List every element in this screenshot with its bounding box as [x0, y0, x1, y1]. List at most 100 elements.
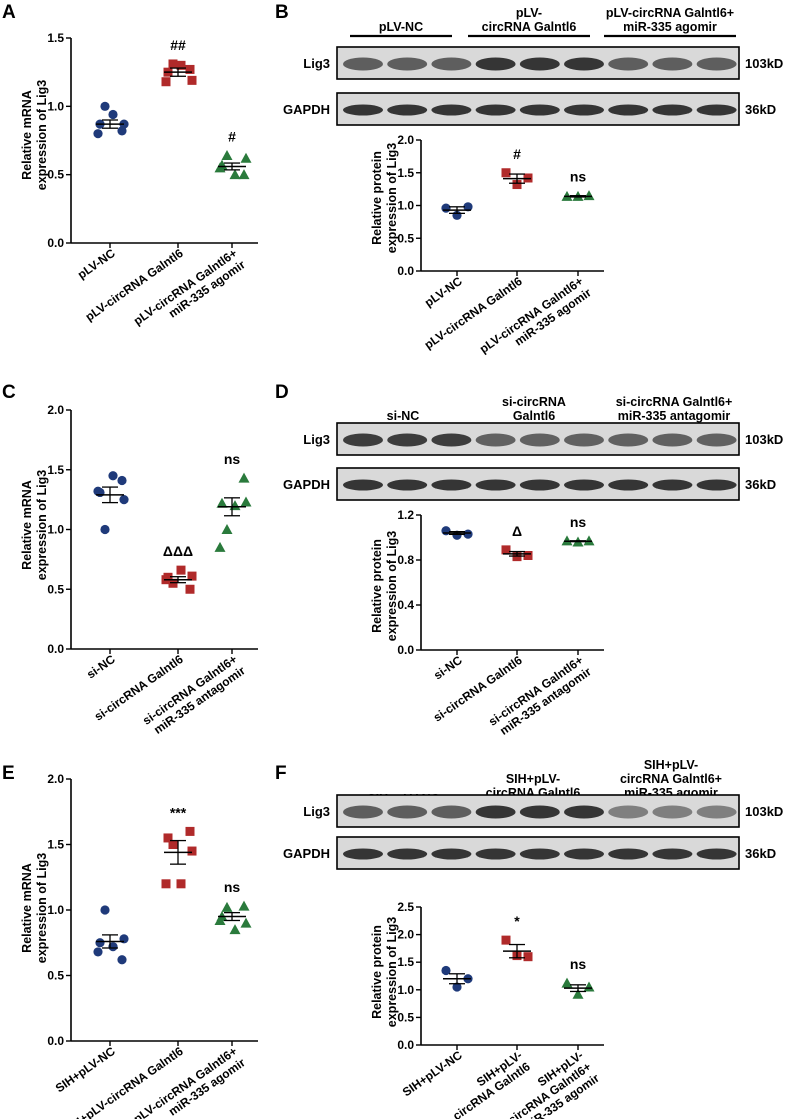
significance-label-c: ns	[224, 451, 241, 467]
blot-band-d	[696, 479, 737, 491]
blot-band-d	[519, 479, 560, 491]
y-tick-label-b: 1.5	[397, 166, 414, 180]
significance-label-d: Δ	[512, 523, 522, 539]
data-point-e	[185, 826, 195, 836]
data-point-b	[463, 202, 473, 212]
y-tick-label-b: 0.0	[397, 264, 414, 278]
panel-letter-b: B	[275, 2, 289, 23]
blot-band-f	[431, 805, 472, 819]
blot-band-d	[431, 433, 472, 447]
blot-band-f	[519, 805, 560, 819]
blot-group-label-line: miR-335 antagomir	[618, 409, 731, 423]
data-point-a	[93, 129, 103, 139]
blot-band-f	[608, 805, 649, 819]
x-tick-label-d: si-NC	[431, 653, 465, 683]
data-point-b	[512, 180, 522, 190]
data-point-c	[185, 584, 195, 594]
data-point-d	[501, 545, 511, 555]
blot-group-label-line: si-NC	[387, 409, 420, 423]
blot-group-label-line: si-circRNA	[502, 395, 566, 409]
blot-band-f	[387, 805, 428, 819]
y-tick-label-e: 1.5	[47, 838, 64, 852]
y-tick-label-e: 0.0	[47, 1034, 64, 1048]
blot-band-b	[387, 57, 428, 71]
data-point-a	[229, 169, 241, 180]
blot-band-d	[343, 479, 383, 491]
data-point-e	[176, 879, 186, 889]
blot-band-d	[431, 479, 472, 491]
data-point-f	[441, 965, 451, 976]
blot-band-b	[608, 104, 649, 116]
blot-group-label-line: circRNA Galntl6	[482, 20, 577, 34]
blot-band-f	[608, 848, 649, 860]
y-tick-label-e: 0.5	[47, 969, 64, 983]
blot-band-f	[564, 805, 604, 819]
blot-band-f	[652, 805, 693, 819]
blot-band-f	[387, 848, 428, 860]
y-tick-label-c: 2.0	[47, 403, 64, 417]
data-point-c	[240, 496, 252, 507]
blot-group-label-b: pLV-NC	[379, 20, 423, 34]
blot-kd-label-d: 103kD	[745, 432, 783, 447]
data-point-a	[176, 60, 186, 70]
data-point-d	[583, 535, 595, 546]
x-tick-label-a: pLV-circRNA Galntl6+miR-335 agomir	[131, 246, 248, 340]
blot-band-d	[564, 479, 604, 491]
blot-kd-label-b: 36kD	[745, 102, 776, 117]
panel-letter-f: F	[275, 763, 287, 784]
blot-group-label-line: circRNA Galntl6+	[620, 772, 722, 786]
blot-group-label-line: SIH+pLV-	[506, 772, 560, 786]
blot-kd-label-f: 103kD	[745, 804, 783, 819]
data-point-d	[561, 535, 573, 546]
x-tick-label-line: pLV-circRNA Galntl6	[422, 274, 525, 352]
blot-protein-label-b: GAPDH	[283, 102, 330, 117]
blot-band-f	[431, 848, 472, 860]
data-point-c	[93, 486, 103, 496]
y-tick-label-c: 1.5	[47, 463, 64, 477]
blot-band-f	[475, 805, 516, 819]
data-point-a	[108, 109, 118, 120]
y-tick-label-a: 0.5	[47, 168, 64, 182]
x-tick-label-line: pLV-NC	[75, 246, 118, 282]
data-point-d	[463, 529, 473, 539]
data-point-e	[108, 942, 118, 952]
significance-label-b: #	[513, 146, 521, 162]
y-tick-label-f: 0.0	[397, 1038, 414, 1052]
data-point-a	[240, 152, 252, 163]
blot-band-b	[696, 57, 737, 71]
x-tick-label-f: SIH+pLV-NC	[400, 1048, 465, 1099]
blot-band-d	[387, 433, 428, 447]
blot-group-label-line: miR-335 agomir	[623, 20, 717, 34]
x-tick-label-b: pLV-NC	[422, 274, 465, 310]
data-point-c	[187, 571, 197, 581]
blot-group-label-d: si-circRNA Galntl6+ miR-335 antagomir	[616, 395, 733, 423]
data-point-a	[161, 77, 171, 87]
data-point-f	[523, 952, 533, 962]
panel-letter-c: C	[2, 382, 16, 403]
blot-band-b	[475, 104, 516, 116]
blot-band-f	[519, 848, 560, 860]
western-blot-b: pLV-NC pLV-circRNA Galntl6 pLV-circRNA Gal…	[283, 6, 783, 126]
blot-band-b	[608, 57, 649, 71]
significance-label-f: ns	[570, 956, 587, 972]
y-tick-label-c: 0.0	[47, 642, 64, 656]
significance-label-c: ΔΔΔ	[163, 543, 193, 559]
blot-group-label-b: pLV-circRNA Galntl6+ miR-335 agomir	[606, 6, 734, 34]
data-point-f	[572, 988, 584, 999]
significance-label-a: ##	[170, 37, 186, 53]
blot-band-b	[519, 57, 560, 71]
blot-band-b	[564, 57, 604, 71]
data-point-f	[501, 935, 511, 945]
blot-group-label-b: pLV-circRNA Galntl6	[482, 6, 577, 34]
data-point-e	[187, 846, 197, 856]
data-point-e	[117, 955, 127, 965]
data-point-a	[185, 64, 195, 74]
blot-band-b	[343, 57, 383, 71]
y-tick-label-f: 1.0	[397, 983, 414, 997]
